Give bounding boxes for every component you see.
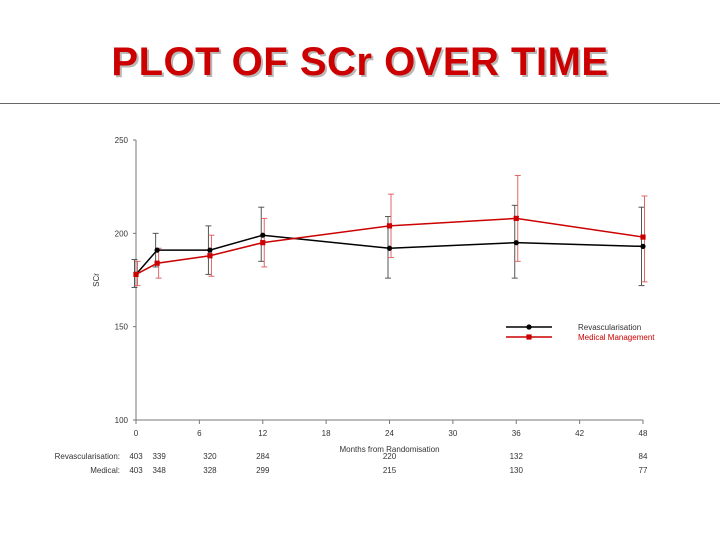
x-tick-label: 42: [575, 429, 584, 438]
page-title: PLOT OF SCr OVER TIME: [111, 40, 609, 84]
y-tick-label: 150: [115, 323, 129, 332]
chart-axes: 100 150 200 250 0 6 12 18 24 30 36 42 48 SCr Months fr…: [92, 136, 648, 454]
risk-table-cell: 220: [383, 452, 397, 461]
error-bars: [131, 174, 648, 288]
data-point: [207, 247, 213, 253]
data-point: [640, 234, 646, 240]
data-point: [133, 271, 139, 277]
risk-table-cell: 215: [383, 466, 397, 475]
y-tick-label: 250: [115, 136, 129, 145]
data-point: [260, 240, 266, 246]
risk-table-cell: 339: [152, 452, 166, 461]
x-tick-label: 6: [197, 429, 202, 438]
x-tick-label: 18: [322, 429, 331, 438]
risk-table-cell: 132: [510, 452, 524, 461]
data-point: [154, 260, 160, 266]
x-tick-label: 48: [639, 429, 648, 438]
legend-marker: [526, 324, 532, 330]
data-point: [386, 223, 393, 229]
risk-table-row-label: Medical:: [90, 466, 120, 475]
y-axis-label: SCr: [92, 273, 101, 287]
risk-table-cell: 348: [152, 466, 166, 475]
risk-table-cell: 328: [203, 466, 217, 475]
data-point: [154, 247, 160, 253]
x-tick-label: 30: [448, 429, 457, 438]
x-tick-label: 0: [134, 429, 139, 438]
risk-table-cell: 130: [510, 466, 524, 475]
data-point: [513, 240, 519, 246]
x-axis-label: Months from Randomisation: [339, 445, 439, 454]
data-point: [640, 243, 646, 249]
risk-table: Revascularisation: 403 339 320 284 220 132 84 Me…: [55, 452, 648, 475]
y-tick-label: 100: [115, 416, 129, 425]
data-point: [260, 232, 266, 238]
risk-table-row-label: Revascularisation:: [55, 452, 120, 461]
x-tick-label: 36: [512, 429, 521, 438]
title-divider: [0, 103, 720, 104]
data-point: [513, 215, 519, 221]
legend-label: Revascularisation: [578, 323, 641, 332]
risk-table-cell: 284: [256, 452, 270, 461]
legend-marker: [526, 334, 532, 340]
legend-label: Medical Management: [578, 333, 655, 342]
series-markers: [133, 215, 646, 277]
risk-table-cell: 320: [203, 452, 217, 461]
risk-table-cell: 403: [129, 466, 143, 475]
risk-table-cell: 77: [639, 466, 648, 475]
risk-table-cell: 403: [129, 452, 143, 461]
data-point: [207, 253, 213, 259]
risk-table-cell: 299: [256, 466, 270, 475]
y-tick-label: 200: [115, 229, 129, 238]
risk-table-cell: 84: [639, 452, 648, 461]
x-tick-label: 24: [385, 429, 394, 438]
x-tick-label: 12: [258, 429, 267, 438]
data-point: [386, 245, 393, 251]
